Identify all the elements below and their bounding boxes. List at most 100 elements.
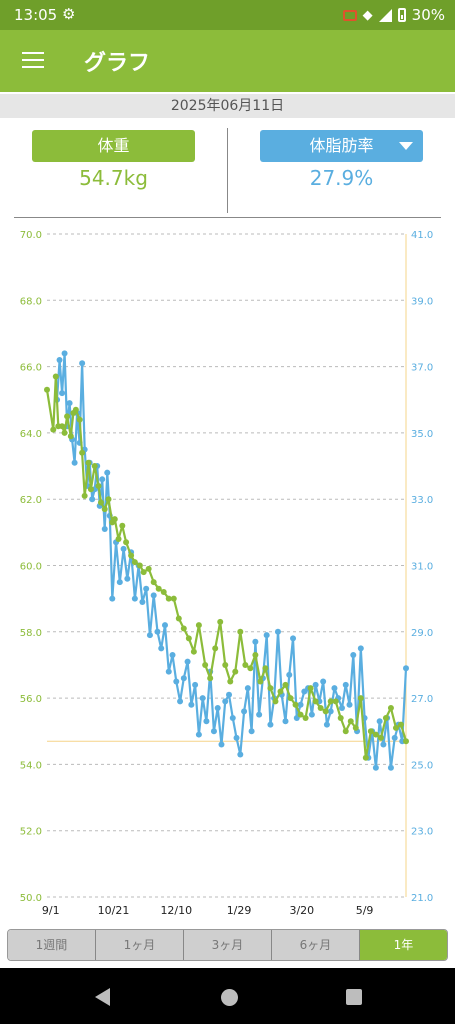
- home-icon[interactable]: [221, 989, 238, 1006]
- fat-data-point: [233, 734, 240, 741]
- fat-data-point: [199, 695, 206, 702]
- fat-dropdown-button[interactable]: 体脂肪率: [260, 130, 423, 162]
- fat-data-point: [192, 681, 199, 688]
- fat-data-point: [331, 685, 338, 692]
- x-tick-label: 12/10: [160, 904, 192, 917]
- fat-data-point: [59, 390, 66, 397]
- fat-data-point: [120, 545, 127, 552]
- y-left-tick-label: 64.0: [20, 429, 42, 440]
- fat-data-point: [99, 476, 106, 483]
- weight-data-point: [242, 661, 249, 668]
- y-right-tick-label: 23.0: [411, 827, 433, 838]
- tab-6-months[interactable]: 6ヶ月: [272, 930, 360, 960]
- fat-data-point: [124, 575, 131, 582]
- weight-data-point: [352, 724, 359, 731]
- weight-data-point: [155, 585, 162, 592]
- weight-data-point: [145, 565, 152, 572]
- weight-fat-chart[interactable]: 50.0 21.0 52.0 23.0 54.0 25.0 56.0 27.0 58.0 29.0…: [0, 222, 455, 922]
- weight-data-point: [140, 569, 147, 576]
- weight-data-point: [297, 711, 304, 718]
- weight-button[interactable]: 体重: [32, 130, 195, 162]
- weight-data-point: [282, 681, 289, 688]
- y-right-tick-label: 33.0: [411, 495, 433, 506]
- weight-data-point: [403, 738, 409, 745]
- fat-data-point: [177, 698, 184, 705]
- weight-data-point: [312, 698, 319, 705]
- x-tick-label: 1/29: [227, 904, 252, 917]
- fat-data-point: [282, 718, 289, 725]
- back-icon[interactable]: [95, 988, 110, 1006]
- fat-data-point: [158, 645, 165, 652]
- y-left-tick-label: 50.0: [20, 893, 42, 904]
- weight-data-point: [267, 685, 274, 692]
- weight-data-point: [50, 426, 57, 433]
- status-bar: 13:05 ⚙ ◆ 30%: [0, 0, 455, 30]
- weight-data-point: [131, 559, 138, 566]
- fat-data-point: [184, 658, 191, 665]
- weight-data-point: [257, 678, 264, 685]
- weight-data-point: [262, 665, 269, 672]
- fat-data-point: [89, 496, 96, 503]
- fat-data-point: [327, 708, 334, 715]
- tab-1-month[interactable]: 1ヶ月: [96, 930, 184, 960]
- y-left-tick-label: 54.0: [20, 760, 42, 771]
- fat-panel: 体脂肪率 27.9%: [260, 130, 423, 190]
- weight-data-point: [347, 718, 354, 725]
- x-tick-label: 10/21: [98, 904, 130, 917]
- weight-data-point: [227, 678, 234, 685]
- weight-data-point: [247, 665, 254, 672]
- fat-data-point: [312, 681, 319, 688]
- panel-divider: [227, 128, 228, 213]
- fat-data-point: [131, 595, 138, 602]
- y-right-tick-label: 29.0: [411, 628, 433, 639]
- fat-data-point: [229, 714, 236, 721]
- fat-data-point: [61, 350, 68, 357]
- fat-data-point: [256, 711, 263, 718]
- weight-data-point: [175, 615, 182, 622]
- weight-value: 54.7kg: [79, 166, 148, 190]
- weight-data-point: [302, 714, 309, 721]
- recent-apps-icon[interactable]: [346, 989, 362, 1005]
- weight-panel: 体重 54.7kg: [32, 130, 195, 190]
- y-right-tick-label: 37.0: [411, 363, 433, 374]
- y-right-tick-label: 41.0: [411, 230, 433, 241]
- fat-data-point: [210, 728, 217, 735]
- fat-data-point: [218, 741, 225, 748]
- weight-data-point: [115, 535, 122, 542]
- fat-data-point: [376, 718, 383, 725]
- weight-data-point: [287, 695, 294, 702]
- fat-data-point: [320, 678, 327, 685]
- fat-data-point: [101, 526, 108, 533]
- tab-1-year[interactable]: 1年: [360, 930, 447, 960]
- weight-data-point: [72, 406, 79, 413]
- tab-1-week[interactable]: 1週間: [8, 930, 96, 960]
- weight-data-point: [79, 449, 86, 456]
- weight-data-point: [67, 433, 74, 440]
- weight-data-point: [362, 754, 369, 761]
- y-left-tick-label: 70.0: [20, 230, 42, 241]
- fat-data-point: [338, 705, 345, 712]
- fat-data-point: [116, 579, 123, 586]
- wifi-icon: ◆: [362, 7, 373, 23]
- tab-3-months[interactable]: 3ヶ月: [184, 930, 272, 960]
- weight-data-point: [180, 625, 187, 632]
- fat-data-point: [180, 675, 187, 682]
- fat-button-label: 体脂肪率: [309, 136, 374, 155]
- weight-data-point: [327, 698, 334, 705]
- fat-data-point: [297, 701, 304, 708]
- weight-data-point: [165, 595, 172, 602]
- y-left-tick-label: 62.0: [20, 495, 42, 506]
- weight-data-point: [95, 482, 102, 489]
- weight-data-point: [232, 668, 239, 675]
- weight-data-point: [217, 618, 224, 625]
- weight-data-point: [307, 685, 314, 692]
- fat-data-point: [350, 652, 357, 659]
- fat-data-point: [387, 764, 394, 771]
- fat-data-point: [143, 585, 150, 592]
- fat-data-point: [150, 592, 157, 599]
- fat-data-point: [226, 691, 233, 698]
- y-right-tick-label: 39.0: [411, 296, 433, 307]
- battery-icon: [397, 8, 406, 22]
- hamburger-menu-icon[interactable]: [22, 52, 44, 70]
- fat-data-point: [274, 628, 281, 635]
